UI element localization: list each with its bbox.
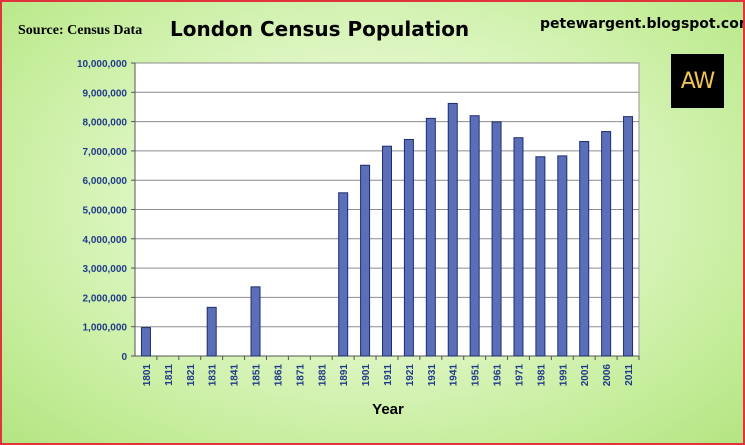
y-tick-label: 5,000,000: [83, 206, 128, 217]
y-tick-label: 2,000,000: [83, 293, 128, 304]
x-tick-label: 1911: [383, 364, 394, 386]
bar-1851: [250, 286, 261, 357]
x-tick-label: 1991: [558, 364, 569, 387]
x-tick-label: 2001: [580, 364, 591, 387]
y-tick-label: 0: [121, 352, 127, 363]
bar-1951: [469, 115, 480, 357]
y-tick-label: 9,000,000: [83, 88, 128, 99]
bar-1971: [513, 137, 524, 357]
bar-1891: [338, 192, 349, 357]
x-tick-label: 2006: [602, 364, 613, 387]
bar-1921: [403, 138, 414, 357]
y-tick-label: 8,000,000: [83, 118, 128, 129]
aw-logo: AW: [671, 54, 724, 108]
bar-1981: [535, 156, 546, 357]
bar-1961: [491, 121, 502, 357]
x-axis-title: Year: [372, 401, 404, 418]
x-tick-label: 1801: [142, 364, 153, 387]
x-tick-label: 1921: [405, 364, 416, 387]
x-tick-label: 1891: [339, 364, 350, 387]
bar-1801: [140, 327, 151, 357]
x-tick-label: 1871: [295, 364, 306, 387]
y-tick-label: 10,000,000: [77, 59, 127, 70]
x-tick-label: 1961: [493, 364, 504, 387]
x-tick-label: 1811: [164, 364, 175, 386]
x-tick-label: 1931: [427, 364, 438, 387]
bar-1911: [382, 145, 392, 357]
bar-2001: [579, 141, 590, 357]
source-label: Source: Census Data: [18, 23, 143, 38]
bar-1901: [360, 164, 371, 357]
y-tick-label: 1,000,000: [83, 323, 128, 334]
x-tick-label: 1971: [514, 364, 525, 387]
bar-1931: [425, 117, 436, 357]
bar-1991: [557, 155, 568, 357]
x-tick-label: 1901: [361, 364, 372, 387]
x-tick-label: 1851: [252, 364, 263, 387]
y-tick-label: 7,000,000: [83, 147, 128, 158]
bar-1831: [206, 306, 217, 357]
x-tick-label: 1831: [208, 364, 219, 387]
bar-2006: [601, 131, 612, 357]
x-tick-label: 1861: [273, 364, 284, 387]
bar-1941: [447, 102, 458, 357]
x-tick-label: 1941: [449, 364, 460, 387]
x-tick-label: 2011: [624, 364, 635, 386]
x-tick-label: 1981: [536, 364, 547, 387]
x-tick-label: 1821: [186, 364, 197, 387]
x-tick-label: 1881: [317, 364, 328, 387]
chart-title: London Census Population: [170, 17, 470, 41]
y-tick-label: 4,000,000: [83, 235, 128, 246]
y-tick-label: 3,000,000: [83, 264, 128, 275]
y-tick-label: 6,000,000: [83, 176, 128, 187]
blog-url: petewargent.blogspot.com: [540, 16, 745, 32]
x-tick-label: 1841: [230, 364, 241, 387]
bar-2011: [623, 116, 634, 357]
x-tick-label: 1951: [471, 364, 482, 387]
